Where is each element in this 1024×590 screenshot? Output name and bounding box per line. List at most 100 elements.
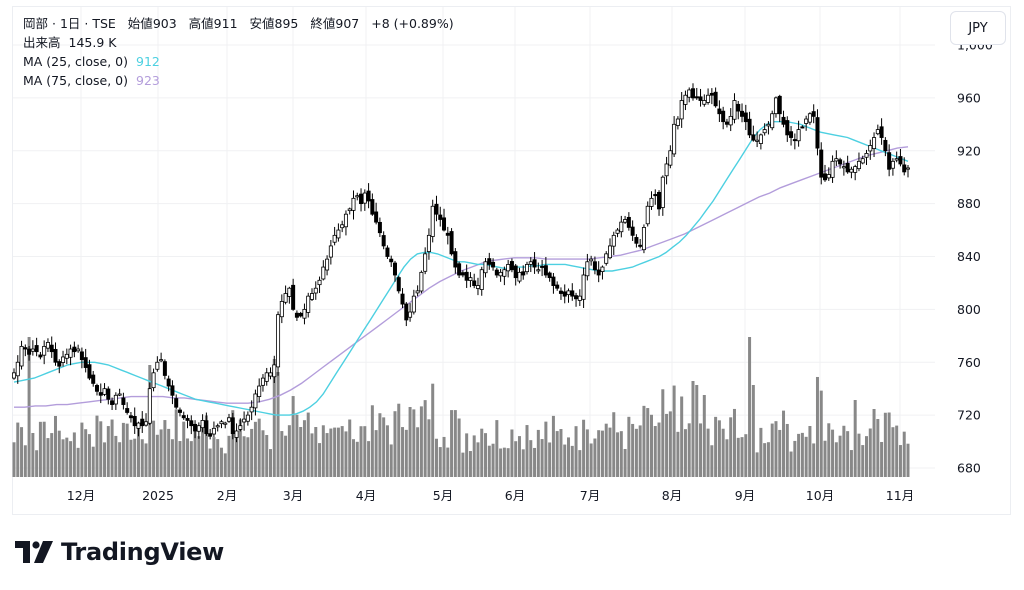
candle-up bbox=[706, 94, 711, 103]
candle-up bbox=[483, 261, 488, 274]
change-value: +8 (+0.89%) bbox=[371, 16, 454, 31]
volume-bar bbox=[212, 437, 216, 477]
volume-bar bbox=[468, 451, 472, 477]
candle-up bbox=[238, 425, 243, 430]
x-axis-label: 5月 bbox=[433, 488, 453, 503]
candle-down bbox=[79, 351, 84, 361]
candle-up bbox=[645, 205, 650, 225]
volume-bar bbox=[404, 429, 408, 477]
volume-bar bbox=[623, 448, 627, 477]
candle-down bbox=[570, 290, 575, 297]
volume-bar bbox=[329, 428, 333, 477]
volume-bar bbox=[838, 435, 842, 477]
volume-bar bbox=[333, 427, 337, 477]
candle-up bbox=[159, 359, 164, 362]
chart-legend: 岡部 · 1日 · TSE 始値903 高値911 安値895 終値907 +8… bbox=[23, 14, 454, 90]
volume-bar bbox=[695, 385, 699, 477]
volume-bar bbox=[740, 437, 744, 477]
chart-frame bbox=[12, 6, 1011, 515]
volume-bar bbox=[691, 381, 695, 477]
candle-up bbox=[355, 195, 360, 198]
volume-bar bbox=[597, 430, 601, 477]
volume-bar bbox=[480, 428, 484, 477]
ma25-row[interactable]: MA (25, close, 0) 912 bbox=[23, 52, 454, 71]
candle-up bbox=[868, 145, 873, 152]
candle-up bbox=[732, 100, 737, 120]
volume-bar bbox=[710, 445, 714, 477]
candle-down bbox=[717, 108, 722, 115]
volume-bar bbox=[125, 423, 129, 477]
volume-bar bbox=[774, 421, 778, 477]
candle-down bbox=[434, 203, 439, 215]
x-axis-label: 10月 bbox=[806, 488, 834, 503]
candle-down bbox=[72, 346, 77, 353]
candle-down bbox=[736, 103, 741, 112]
volume-bar bbox=[434, 438, 438, 477]
candle-down bbox=[747, 118, 752, 136]
candle-down bbox=[551, 276, 556, 286]
volume-bar bbox=[627, 416, 631, 477]
volume-bar bbox=[785, 423, 789, 477]
volume-bar bbox=[593, 438, 597, 477]
volume-bar bbox=[567, 437, 571, 477]
volume-bar bbox=[506, 448, 510, 477]
volume-bar bbox=[348, 419, 352, 477]
volume-bar bbox=[736, 437, 740, 477]
currency-button[interactable]: JPY bbox=[950, 11, 1006, 45]
candle-up bbox=[249, 406, 254, 413]
volume-bar bbox=[99, 421, 103, 477]
candle-down bbox=[460, 272, 465, 276]
volume-bar bbox=[638, 425, 642, 477]
volume-bar bbox=[110, 419, 114, 477]
candle-up bbox=[283, 293, 288, 303]
candle-up bbox=[864, 152, 869, 158]
volume-bar bbox=[291, 396, 295, 477]
candle-up bbox=[479, 269, 484, 290]
candle-down bbox=[230, 417, 235, 435]
candle-down bbox=[883, 139, 888, 152]
volume-bar bbox=[219, 447, 223, 477]
volume-bar bbox=[419, 406, 423, 477]
volume-bar bbox=[129, 439, 133, 477]
symbol-name[interactable]: 岡部 bbox=[23, 16, 49, 31]
candle-down bbox=[404, 303, 409, 321]
ma75-row[interactable]: MA (75, close, 0) 923 bbox=[23, 71, 454, 90]
volume-bar bbox=[133, 438, 137, 477]
candle-up bbox=[856, 160, 861, 170]
volume-bar bbox=[525, 425, 529, 477]
candle-down bbox=[298, 312, 303, 317]
candle-up bbox=[728, 115, 733, 126]
volume-bar bbox=[612, 412, 616, 477]
volume-bar bbox=[87, 434, 91, 477]
tradingview-logo[interactable]: TradingView bbox=[15, 538, 224, 566]
ma25-label: MA (25, close, 0) bbox=[23, 54, 129, 69]
candle-down bbox=[562, 291, 567, 297]
volume-label: 出来高 bbox=[23, 35, 61, 50]
candle-up bbox=[853, 166, 858, 173]
candle-down bbox=[83, 357, 88, 368]
volume-bar bbox=[732, 408, 736, 477]
candle-down bbox=[94, 385, 99, 392]
volume-bar bbox=[363, 426, 367, 477]
volume-bar bbox=[872, 409, 876, 477]
volume-bar bbox=[91, 446, 95, 477]
volume-bar bbox=[883, 412, 887, 477]
candle-down bbox=[23, 347, 28, 350]
candle-up bbox=[502, 269, 507, 277]
volume-bar bbox=[766, 442, 770, 477]
volume-bar bbox=[563, 444, 567, 477]
volume-bar bbox=[846, 431, 850, 477]
volume-bar bbox=[646, 408, 650, 477]
close-value: 907 bbox=[335, 16, 360, 31]
candle-down bbox=[653, 194, 658, 197]
volume-bar bbox=[208, 448, 212, 477]
candle-up bbox=[419, 271, 424, 292]
candle-up bbox=[641, 227, 646, 251]
candle-down bbox=[132, 416, 137, 427]
y-axis-label: 840 bbox=[957, 249, 981, 264]
candle-up bbox=[313, 287, 318, 294]
candle-up bbox=[619, 221, 624, 233]
volume-bar bbox=[370, 405, 374, 477]
candle-down bbox=[743, 112, 748, 123]
